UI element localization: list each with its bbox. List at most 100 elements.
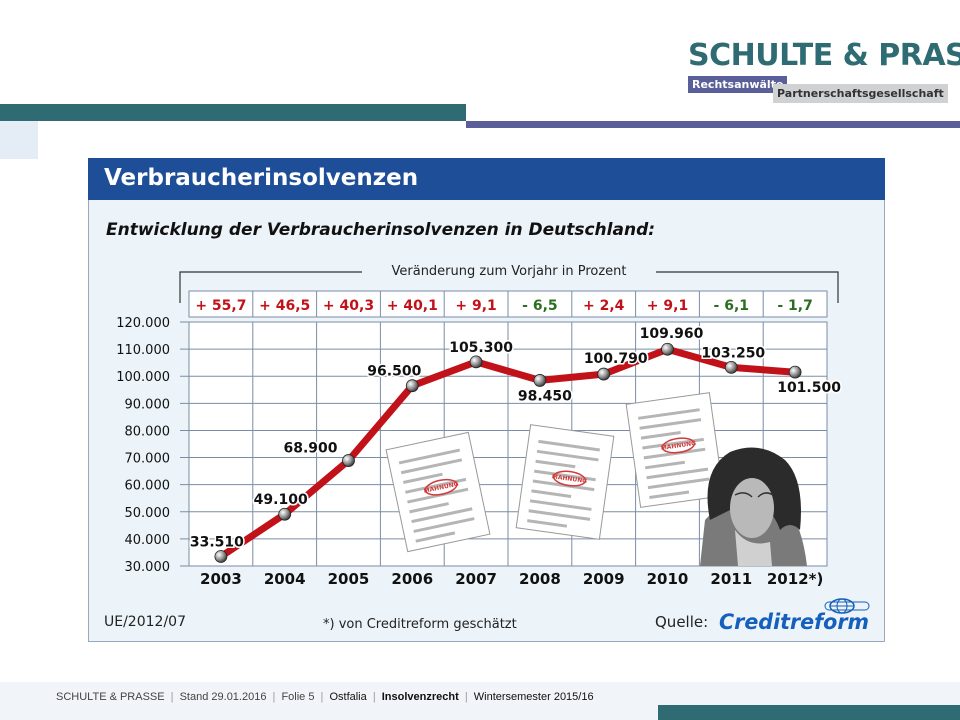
data-label: 100.790: [584, 351, 648, 367]
letter-line: [529, 499, 592, 511]
letter-line: [415, 531, 456, 543]
letter-line: [640, 431, 681, 440]
x-tick-label: 2005: [328, 570, 370, 588]
data-label: 96.500: [367, 364, 421, 380]
y-tick-label: 80.000: [125, 424, 171, 439]
data-point: [597, 367, 611, 381]
logo-subtitle-partnership: Partnerschaftsgesellschaft: [773, 84, 948, 103]
letter-line: [643, 447, 706, 460]
footer-slide: Folie 5: [281, 691, 315, 703]
person-hand: [735, 530, 772, 566]
dunning-letter-left: MAHNUNG: [385, 431, 491, 553]
x-tick-label: 2007: [455, 570, 497, 588]
data-label: 101.500: [777, 380, 841, 396]
data-point: [342, 454, 355, 467]
change-value: - 1,7: [777, 298, 813, 314]
x-axis-ticks: 2003 2004 2005 2006 2007 2008 2009 2010 2011 2012…: [200, 570, 823, 588]
data-point: [405, 379, 419, 393]
y-tick-label: 110.000: [116, 343, 170, 358]
data-label: 98.450: [518, 388, 572, 404]
y-tick-label: 30.000: [125, 560, 171, 575]
data-point: [533, 374, 547, 387]
letter-line: [413, 517, 475, 533]
letter-line: [534, 469, 596, 482]
x-tick-label: 2012*): [767, 570, 823, 588]
footer-separator: |: [170, 691, 174, 703]
data-point: [724, 361, 738, 374]
panel-title: Verbraucherinsolvenzen: [88, 158, 885, 200]
data-label: 105.300: [449, 340, 513, 356]
footer-firm: SCHULTE & PRASSE: [56, 691, 165, 703]
header-accent-square: [0, 121, 38, 159]
footnote: *) von Creditreform geschätzt: [323, 617, 517, 632]
y-tick-label: 90.000: [125, 397, 171, 412]
logo-name: SCHULTE & PRASSE: [688, 38, 960, 73]
change-value: + 9,1: [647, 298, 688, 314]
change-value: - 6,5: [522, 298, 558, 314]
change-value: + 40,1: [387, 298, 438, 314]
letter-line: [649, 490, 690, 500]
data-point: [788, 365, 802, 379]
change-value: + 46,5: [259, 298, 310, 314]
x-tick-label: 2010: [647, 570, 689, 588]
y-axis-ticks: 120.000 110.000 100.000 90.000 80.000 70.000 6…: [116, 316, 170, 575]
footer-semester: Wintersemester 2015/16: [473, 691, 594, 703]
dunning-letters-illustration: MAHNUNG MAHNUNG MAHNUNG: [385, 392, 725, 553]
change-value: + 9,1: [455, 298, 496, 314]
bracket-right: [656, 271, 839, 303]
letter-line: [647, 477, 710, 490]
footer-text: SCHULTE & PRASSE | Stand 29.01.2016 | Fo…: [56, 691, 594, 703]
letter-line: [638, 408, 700, 420]
logo-subtitle-lawyers: Rechtsanwälte: [688, 76, 788, 93]
letter-line: [527, 519, 568, 528]
letter-line: [528, 509, 591, 521]
letter-line: [532, 479, 595, 492]
x-tick-label: 2004: [264, 570, 306, 588]
y-tick-label: 40.000: [125, 533, 171, 548]
person-eyes: [734, 492, 774, 498]
header-navy-bar: [466, 121, 960, 128]
footer-ostfalia: Ostfalia: [329, 691, 367, 703]
footer-topic: Insolvenzrecht: [381, 691, 459, 703]
y-tick-label: 120.000: [116, 316, 170, 331]
stamp-mark: [552, 470, 587, 487]
data-label: 103.250: [701, 345, 765, 361]
letter-line: [646, 467, 709, 480]
firm-logo: SCHULTE & PRASSE Rechtsanwälte Partnersc…: [684, 38, 960, 104]
letter-line: [536, 449, 599, 462]
data-label: 109.960: [640, 326, 704, 342]
data-labels: 33.510 49.100 68.900 96.500 105.300 98.450 100…: [188, 325, 842, 552]
source-name: Creditreform: [719, 610, 869, 634]
letter-line: [402, 472, 443, 484]
change-value: + 55,7: [195, 298, 246, 314]
footer-teal-accent: [658, 705, 960, 720]
letter-line: [400, 458, 463, 475]
chart-subtitle: Entwicklung der Verbraucherinsolvenzen i…: [106, 220, 656, 240]
bracket-left: [179, 271, 362, 303]
source-label: Quelle:: [655, 613, 708, 631]
person-face: [730, 478, 774, 538]
footer-separator: |: [464, 691, 468, 703]
stamp-text: MAHNUNG: [551, 473, 587, 485]
y-tick-label: 100.000: [116, 370, 170, 385]
x-tick-label: 2011: [710, 570, 752, 588]
y-tick-label: 50.000: [125, 506, 171, 521]
reference-code: UE/2012/07: [104, 614, 186, 630]
data-label: 49.100: [254, 492, 308, 508]
change-value: + 40,3: [323, 298, 374, 314]
data-point: [661, 342, 674, 356]
letter-line: [405, 477, 467, 494]
worried-person-illustration: [700, 447, 807, 566]
series-line: [217, 345, 799, 560]
data-label: 33.510: [190, 534, 244, 550]
stamp-mark: [661, 437, 696, 454]
data-points: [214, 342, 802, 563]
header-teal-bar: [0, 104, 466, 121]
x-tick-label: 2009: [583, 570, 625, 588]
letter-line: [531, 489, 572, 498]
change-value: + 2,4: [583, 298, 625, 314]
footer-separator: |: [320, 691, 324, 703]
data-point: [214, 550, 228, 563]
data-label: 68.900: [283, 441, 337, 457]
y-tick-label: 60.000: [125, 479, 171, 494]
